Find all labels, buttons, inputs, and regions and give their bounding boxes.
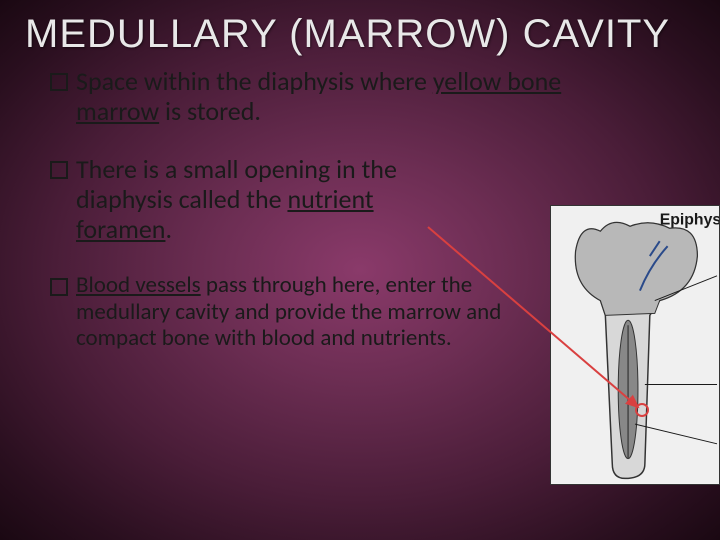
- bullet-2-text: There is a small opening in the diaphysi…: [76, 155, 456, 245]
- bullet-3-text: Blood vessels pass through here, enter t…: [76, 272, 516, 351]
- bullet-1-text: Space within the diaphysis where yellow …: [76, 67, 616, 127]
- underlined-term: Blood vessels: [76, 271, 201, 299]
- bone-svg: Epiphys: [551, 206, 719, 484]
- epiphysis-label: Epiphys: [660, 211, 719, 228]
- bullet-marker-icon: [50, 161, 68, 179]
- text-run: .: [165, 213, 172, 245]
- bullet-1: Space within the diaphysis where yellow …: [50, 67, 690, 127]
- bullet-marker-icon: [50, 73, 68, 91]
- bullet-marker-icon: [50, 278, 68, 296]
- bone-diagram-image: Epiphys: [550, 205, 720, 485]
- text-run: is stored.: [159, 95, 261, 127]
- text-run: Space within the diaphysis where: [76, 65, 433, 97]
- target-circle-icon: [635, 403, 649, 417]
- slide-title: MEDULLARY (MARROW) CAVITY: [0, 0, 720, 57]
